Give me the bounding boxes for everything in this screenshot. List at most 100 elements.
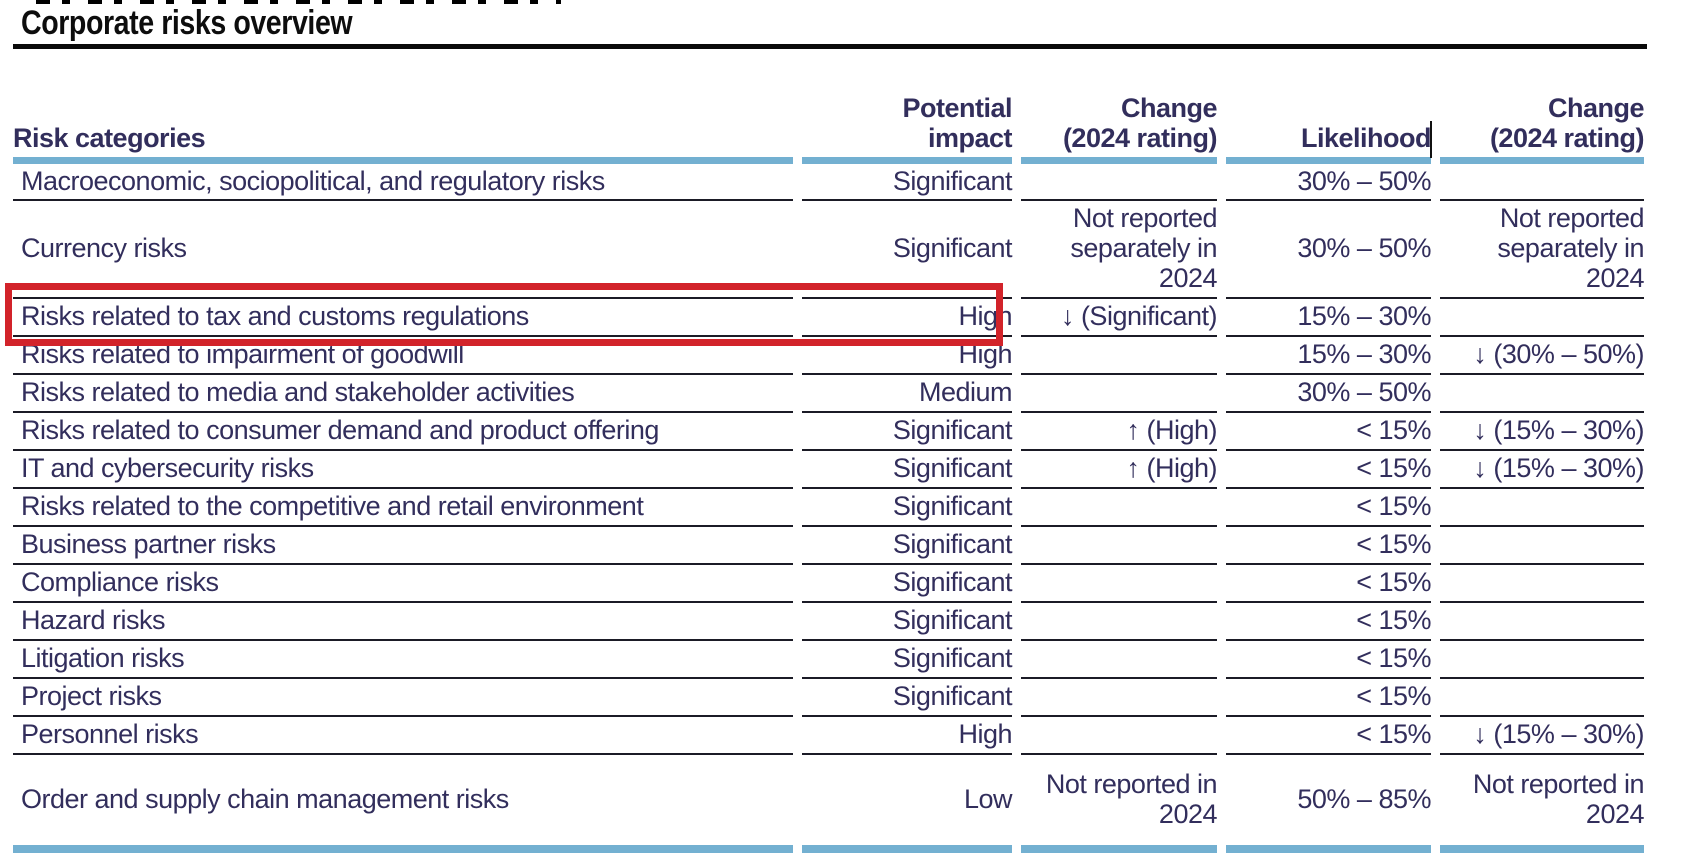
cell-impact: Significant xyxy=(802,641,1013,679)
risk-table-body: Macroeconomic, sociopolitical, and regul… xyxy=(13,164,1645,853)
cell-impact-change: Not reported in 2024 xyxy=(1021,755,1218,853)
cell-likelihood: < 15% xyxy=(1226,451,1432,489)
cell-impact: Significant xyxy=(802,565,1013,603)
cell-impact: Significant xyxy=(802,201,1013,299)
cell-likelihood: < 15% xyxy=(1226,679,1432,717)
cell-impact-change: Not reported separately in 2024 xyxy=(1021,201,1218,299)
table-row: Risks related to media and stakeholder a… xyxy=(13,375,1644,413)
cell-likelihood: 15% – 30% xyxy=(1226,299,1432,337)
cell-impact-change xyxy=(1021,565,1217,603)
cell-impact-change xyxy=(1021,527,1217,565)
cell-category: Hazard risks xyxy=(13,603,793,641)
table-row: Risks related to the competitive and ret… xyxy=(13,489,1644,527)
cell-likelihood: 50% – 85% xyxy=(1226,755,1432,853)
column-header-likelihood-change: Change (2024 rating) xyxy=(1440,49,1645,164)
cell-likelihood-change: ↓ (30% – 50%) xyxy=(1440,337,1645,375)
cell-impact: Significant xyxy=(802,603,1013,641)
cell-likelihood-change: Not reported separately in 2024 xyxy=(1440,201,1645,299)
cell-likelihood-change xyxy=(1440,679,1644,717)
table-row: Hazard risks Significant < 15% xyxy=(13,603,1644,641)
cropped-text-artifact xyxy=(36,0,561,4)
cell-likelihood-change: Not reported in 2024 xyxy=(1440,755,1645,853)
cell-likelihood-change: ↓ (15% – 30%) xyxy=(1440,451,1645,489)
cell-likelihood-change xyxy=(1440,527,1644,565)
table-row: Order and supply chain management risks L… xyxy=(13,755,1645,853)
cell-category: Currency risks xyxy=(13,201,793,299)
column-header-impact-change: Change (2024 rating) xyxy=(1021,49,1218,164)
cell-likelihood: < 15% xyxy=(1226,603,1432,641)
text-cursor-mark xyxy=(1430,121,1432,158)
cell-category: IT and cybersecurity risks xyxy=(13,451,793,489)
cell-likelihood: 30% – 50% xyxy=(1226,164,1432,201)
cell-likelihood: < 15% xyxy=(1226,641,1432,679)
cell-impact: High xyxy=(802,299,1013,337)
table-row: Risks related to impairment of goodwill H… xyxy=(13,337,1645,375)
page-title: Corporate risks overview xyxy=(21,4,353,42)
cell-impact: Significant xyxy=(802,413,1013,451)
cell-likelihood: 30% – 50% xyxy=(1226,375,1432,413)
cell-likelihood: < 15% xyxy=(1226,489,1432,527)
table-row: Compliance risks Significant < 15% xyxy=(13,565,1644,603)
table-row: Litigation risks Significant < 15% xyxy=(13,641,1644,679)
cell-impact: Significant xyxy=(802,679,1013,717)
cell-impact-change xyxy=(1021,337,1217,375)
cell-likelihood-change xyxy=(1440,603,1644,641)
cell-impact: Significant xyxy=(802,527,1013,565)
cell-impact: Significant xyxy=(802,451,1013,489)
cell-likelihood: < 15% xyxy=(1226,717,1432,755)
cell-category: Risks related to impairment of goodwill xyxy=(13,337,793,375)
corporate-risks-table: Risk categories Potential impact Change … xyxy=(4,49,1653,853)
cell-impact-change xyxy=(1021,717,1217,755)
cell-impact: Significant xyxy=(802,489,1013,527)
cell-impact-change xyxy=(1021,489,1217,527)
column-header-potential-impact: Potential impact xyxy=(802,49,1013,164)
cell-category: Project risks xyxy=(13,679,793,717)
cell-impact-change xyxy=(1021,603,1217,641)
cell-likelihood: < 15% xyxy=(1226,413,1432,451)
column-header-risk-categories: Risk categories xyxy=(13,49,793,164)
cell-likelihood: 30% – 50% xyxy=(1226,201,1432,299)
cell-likelihood-change xyxy=(1440,489,1644,527)
cell-category: Litigation risks xyxy=(13,641,793,679)
cell-likelihood: < 15% xyxy=(1226,565,1432,603)
cell-category: Compliance risks xyxy=(13,565,793,603)
cell-likelihood-change xyxy=(1440,375,1644,413)
cell-impact: High xyxy=(802,337,1013,375)
cell-impact-change xyxy=(1021,164,1217,201)
cell-impact: Low xyxy=(802,755,1013,853)
cell-impact-change: ↑ (High) xyxy=(1021,451,1218,489)
table-row: Business partner risks Significant < 15% xyxy=(13,527,1644,565)
cell-category: Business partner risks xyxy=(13,527,793,565)
cell-likelihood-change xyxy=(1440,565,1644,603)
cell-impact: Significant xyxy=(802,164,1013,201)
cell-impact: Medium xyxy=(802,375,1013,413)
cell-impact: High xyxy=(802,717,1013,755)
table-row: Currency risks Significant Not reported se… xyxy=(13,201,1645,299)
cell-category: Risks related to tax and customs regulat… xyxy=(13,299,793,337)
cell-likelihood-change: ↓ (15% – 30%) xyxy=(1440,413,1645,451)
cell-likelihood: 15% – 30% xyxy=(1226,337,1432,375)
cell-likelihood: < 15% xyxy=(1226,527,1432,565)
cell-impact-change: ↑ (High) xyxy=(1021,413,1218,451)
cell-category: Risks related to consumer demand and pro… xyxy=(13,413,793,451)
cell-category: Order and supply chain management risks xyxy=(13,755,793,853)
table-row-highlighted: Risks related to tax and customs regulat… xyxy=(13,299,1644,337)
cell-category: Personnel risks xyxy=(13,717,793,755)
cell-impact-change xyxy=(1021,375,1217,413)
cell-impact-change: ↓ (Significant) xyxy=(1021,299,1218,337)
cell-impact-change xyxy=(1021,641,1217,679)
cell-impact-change xyxy=(1021,679,1217,717)
cell-category: Risks related to media and stakeholder a… xyxy=(13,375,793,413)
column-header-likelihood: Likelihood xyxy=(1226,49,1432,164)
cell-likelihood-change xyxy=(1440,164,1644,201)
table-row: Project risks Significant < 15% xyxy=(13,679,1644,717)
cell-likelihood-change xyxy=(1440,299,1644,337)
table-row: Risks related to consumer demand and pro… xyxy=(13,413,1645,451)
table-row: IT and cybersecurity risks Significant ↑ (… xyxy=(13,451,1645,489)
title-rule xyxy=(13,44,1647,49)
table-header-row: Risk categories Potential impact Change … xyxy=(13,49,1645,164)
cell-category: Macroeconomic, sociopolitical, and regul… xyxy=(13,164,793,201)
table-row: Personnel risks High < 15% ↓ (15% – 30%) xyxy=(13,717,1645,755)
cell-category: Risks related to the competitive and ret… xyxy=(13,489,793,527)
